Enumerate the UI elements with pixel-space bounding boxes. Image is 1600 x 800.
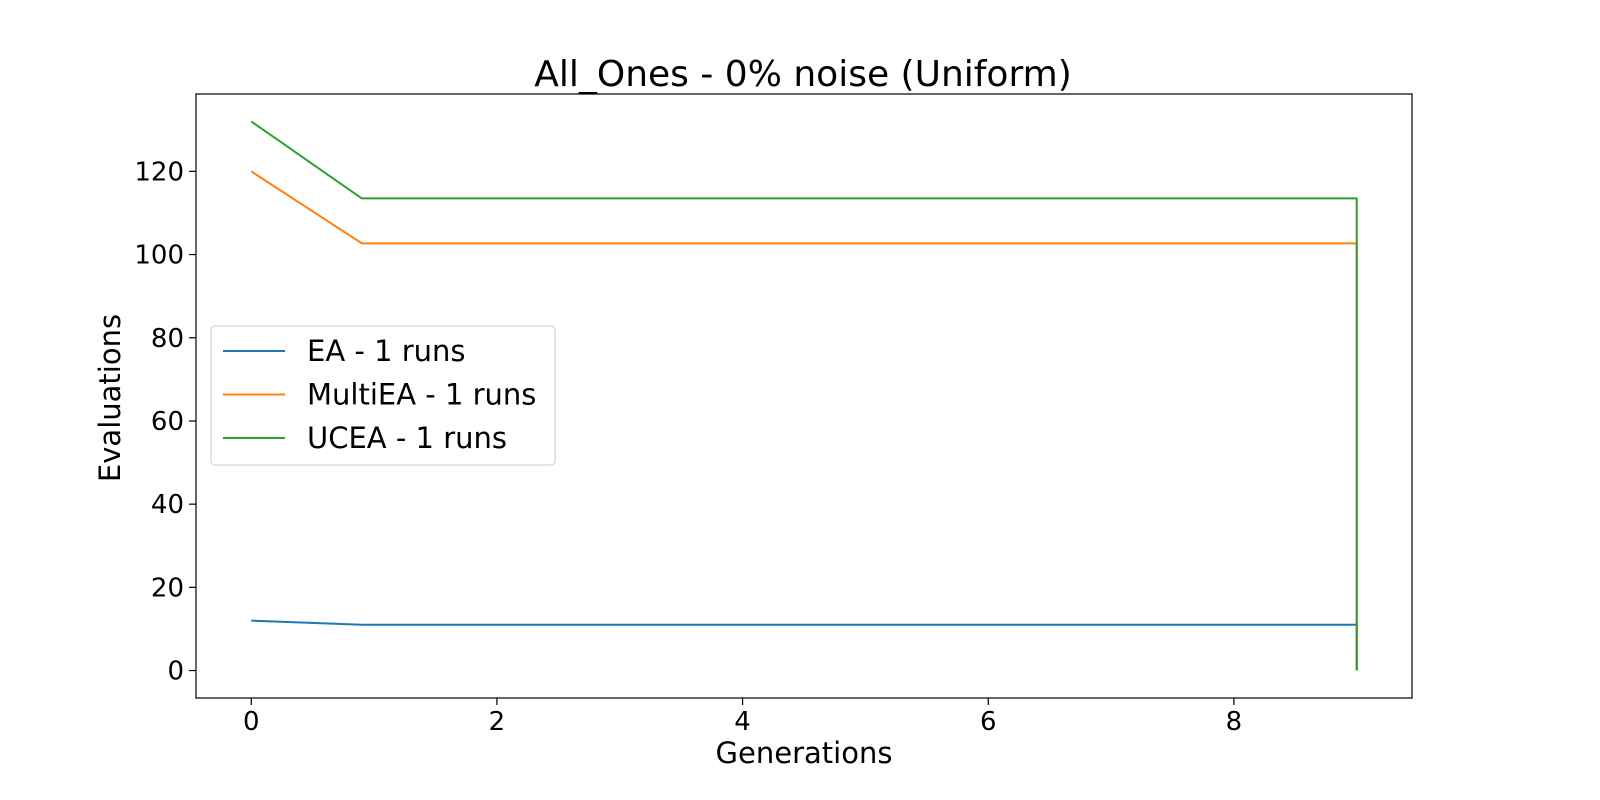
x-tick-label-3: 6	[980, 707, 997, 737]
legend-label-1: MultiEA - 1 runs	[307, 378, 536, 412]
chart-title: All_Ones - 0% noise (Uniform)	[534, 54, 1072, 95]
y-tick-label-5: 100	[134, 241, 184, 271]
y-tick-label-1: 20	[151, 573, 184, 603]
plot-frame	[195, 93, 1413, 699]
y-axis-title: Evaluations	[93, 314, 127, 482]
y-tick-label-0: 0	[167, 657, 184, 687]
plot-lines	[250, 120, 1358, 671]
legend: EA - 1 runs MultiEA - 1 runs UCEA - 1 runs	[210, 325, 556, 466]
y-tick-label-4: 80	[151, 324, 184, 354]
legend-box	[210, 325, 556, 466]
x-tick-label-4: 8	[1226, 707, 1243, 737]
y-tick-label-6: 120	[134, 157, 184, 187]
x-tick-label-0: 0	[243, 707, 260, 737]
y-tick-label-2: 40	[151, 490, 184, 520]
y-tick-label-3: 60	[151, 407, 184, 437]
series-line-0	[251, 619, 1358, 671]
y-axis-ticks: 0 20 40 60 80 100 120	[134, 157, 196, 687]
x-tick-label-1: 2	[489, 707, 506, 737]
legend-label-2: UCEA - 1 runs	[307, 421, 507, 455]
series-line-2	[250, 120, 1358, 671]
legend-label-0: EA - 1 runs	[307, 334, 466, 368]
x-tick-label-2: 4	[734, 707, 751, 737]
x-axis-ticks: 0 2 4 6 8	[243, 698, 1242, 737]
x-axis-title: Generations	[716, 736, 893, 770]
